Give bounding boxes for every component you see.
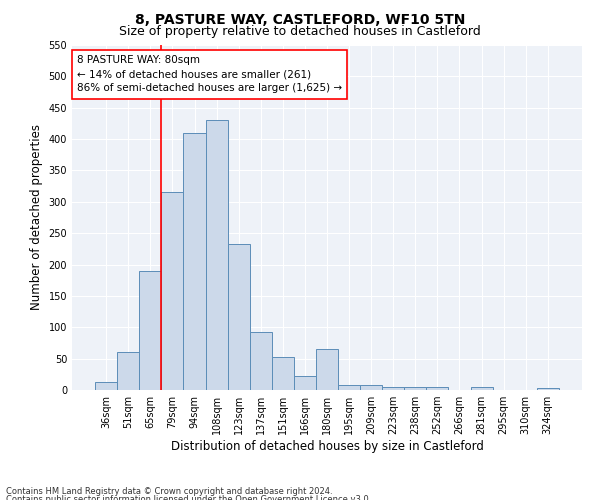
Text: Size of property relative to detached houses in Castleford: Size of property relative to detached ho… (119, 25, 481, 38)
Bar (184, 133, 206, 390)
Bar (294, 376, 316, 390)
Y-axis label: Number of detached properties: Number of detached properties (30, 124, 43, 310)
Bar (427, 388, 448, 390)
Bar (227, 244, 250, 390)
Text: 8 PASTURE WAY: 80sqm
← 14% of detached houses are smaller (261)
86% of semi-deta: 8 PASTURE WAY: 80sqm ← 14% of detached h… (77, 56, 342, 94)
Bar (338, 385, 360, 390)
Bar (117, 352, 139, 390)
Bar (316, 349, 338, 390)
Text: Contains public sector information licensed under the Open Government Licence v3: Contains public sector information licen… (6, 495, 371, 500)
Bar (139, 271, 161, 390)
Text: Contains HM Land Registry data © Crown copyright and database right 2024.: Contains HM Land Registry data © Crown c… (6, 488, 332, 496)
X-axis label: Distribution of detached houses by size in Castleford: Distribution of detached houses by size … (170, 440, 484, 453)
Bar (206, 120, 227, 390)
Bar (95, 382, 117, 390)
Bar (382, 387, 404, 390)
Bar (250, 332, 272, 390)
Bar (161, 192, 184, 390)
Bar (272, 357, 294, 390)
Bar (404, 388, 427, 390)
Text: 8, PASTURE WAY, CASTLEFORD, WF10 5TN: 8, PASTURE WAY, CASTLEFORD, WF10 5TN (135, 12, 465, 26)
Bar (360, 385, 382, 390)
Bar (537, 388, 559, 390)
Bar (470, 388, 493, 390)
